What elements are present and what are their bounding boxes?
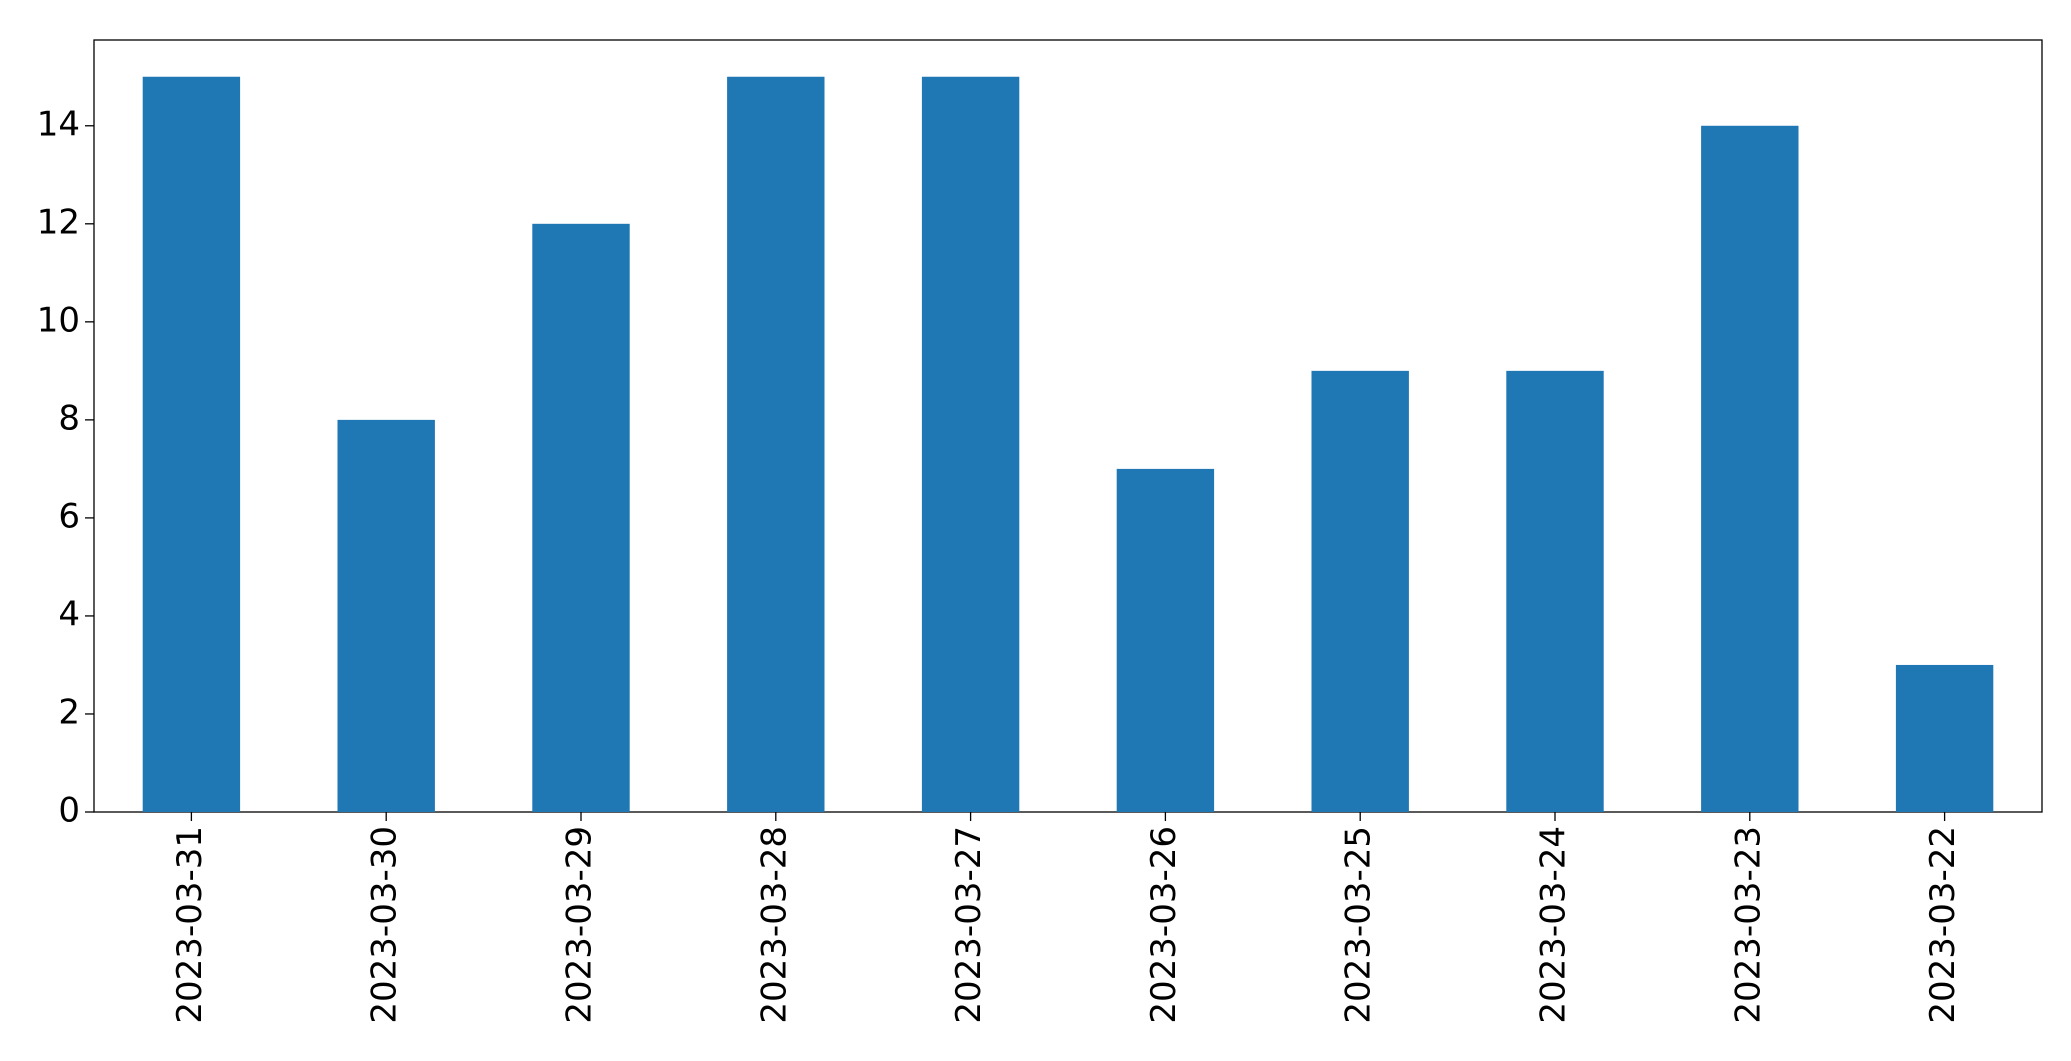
y-tick-label: 0 — [58, 791, 80, 831]
bar — [1311, 370, 1409, 812]
x-tick-label: 2023-03-30 — [365, 826, 405, 1024]
y-tick-label: 2 — [58, 692, 80, 732]
plot-frame — [93, 39, 2043, 813]
y-tick-label: 10 — [37, 300, 80, 340]
bar — [532, 223, 630, 813]
y-tick-label: 8 — [58, 398, 80, 438]
bar — [1116, 468, 1215, 812]
x-tick-label: 2023-03-24 — [1534, 826, 1574, 1024]
x-tick-label: 2023-03-28 — [754, 826, 794, 1024]
y-tick-label: 14 — [37, 104, 80, 144]
bar — [1895, 664, 1994, 812]
bar — [142, 76, 241, 812]
bar — [337, 419, 435, 812]
x-tick-label: 2023-03-22 — [1923, 826, 1963, 1024]
bar — [921, 76, 1020, 812]
x-tick-label: 2023-03-27 — [949, 826, 989, 1024]
y-tick-label: 12 — [37, 202, 80, 242]
y-tick-label: 4 — [58, 594, 80, 634]
bar — [727, 76, 825, 812]
x-tick-label: 2023-03-26 — [1144, 826, 1184, 1024]
x-tick-label: 2023-03-23 — [1728, 826, 1768, 1024]
y-tick-label: 6 — [58, 496, 80, 536]
x-tick-label: 2023-03-29 — [560, 826, 600, 1024]
x-tick-label: 2023-03-31 — [170, 826, 210, 1024]
bar — [1506, 370, 1604, 812]
x-tick-label: 2023-03-25 — [1339, 826, 1379, 1024]
bar — [1701, 125, 1799, 813]
